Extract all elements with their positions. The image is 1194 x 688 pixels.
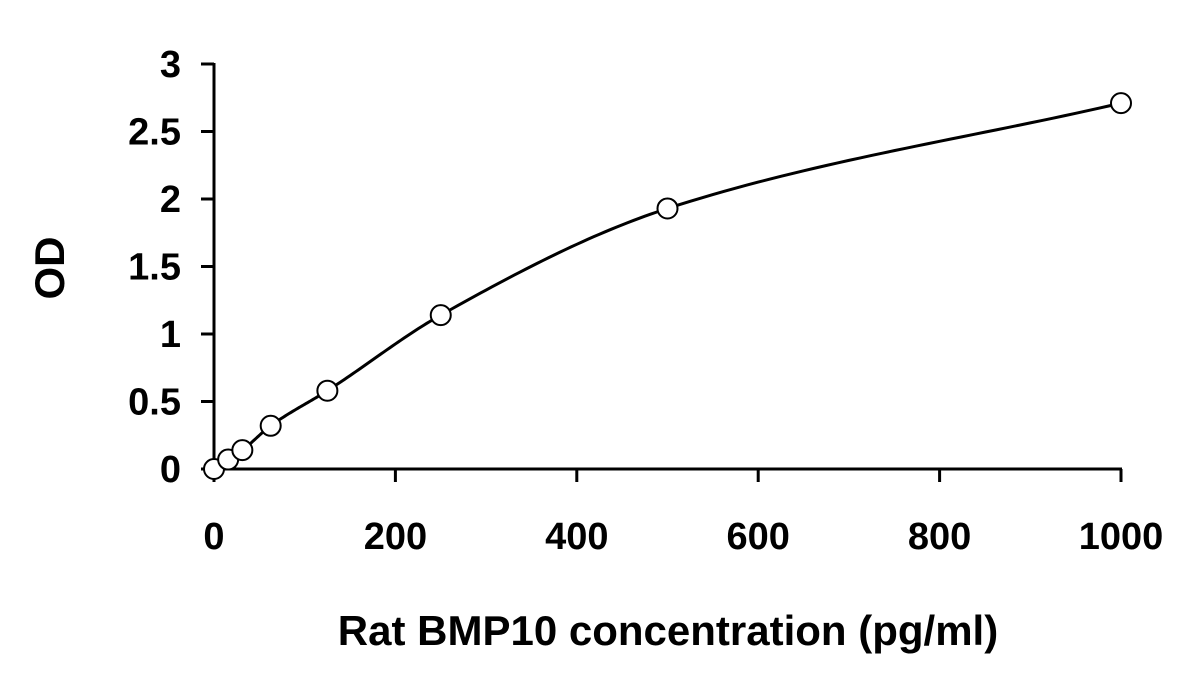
data-point — [316, 379, 339, 402]
y-tick-label: 0 — [160, 449, 181, 491]
y-tick-label: 1.5 — [128, 247, 181, 289]
x-tick-label: 400 — [545, 516, 608, 558]
tick-labels-layer: 0 0.5 1 1.5 2 2.5 3 0 200 400 600 800 1000 — [128, 44, 1163, 558]
data-point — [1110, 92, 1132, 115]
data-point — [231, 439, 254, 462]
y-tick-label: 0.5 — [128, 382, 181, 424]
fit-curve — [213, 101, 1122, 471]
x-tick-label: 0 — [203, 516, 224, 558]
x-tick-label: 600 — [726, 516, 789, 558]
y-tick-label: 2 — [160, 179, 181, 221]
x-tick-label: 1000 — [1079, 516, 1164, 558]
data-point — [259, 414, 282, 437]
data-points-layer — [203, 92, 1132, 480]
y-axis-title: OD — [26, 237, 73, 300]
axes — [201, 62, 1123, 482]
x-axis-title: Rat BMP10 concentration (pg/ml) — [338, 607, 998, 654]
y-tick-label: 3 — [160, 44, 181, 86]
fit-curve-layer — [213, 101, 1122, 471]
data-point — [656, 197, 679, 220]
y-tick-label: 2.5 — [128, 112, 181, 154]
x-tick-label: 200 — [364, 516, 427, 558]
y-tick-label: 1 — [160, 314, 181, 356]
data-point — [429, 304, 452, 327]
x-tick-label: 800 — [908, 516, 971, 558]
